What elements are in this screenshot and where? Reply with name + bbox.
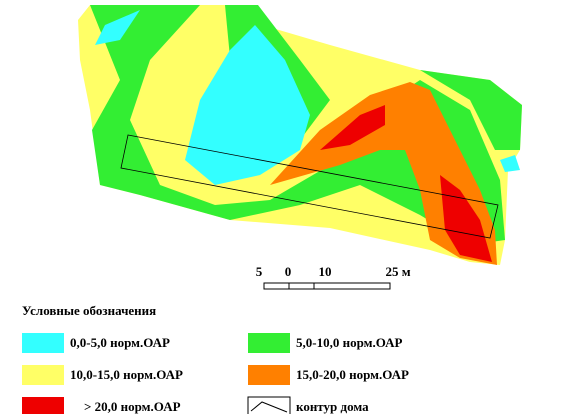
- legend-swatch: [247, 396, 291, 418]
- legend-swatch: [22, 397, 64, 417]
- scale-label: 0: [285, 264, 292, 279]
- scale-label: 5: [256, 264, 263, 279]
- zone-green-3: [420, 70, 522, 150]
- legend-swatch: [22, 333, 64, 353]
- legend-swatch: [22, 365, 64, 385]
- scale-label: 10: [319, 264, 332, 279]
- house-contour: [120, 134, 499, 239]
- legend-label: 5,0-10,0 норм.ОАР: [296, 335, 403, 350]
- zone-cyan: [185, 25, 310, 185]
- legend-label: 15,0-20,0 норм.ОАР: [296, 367, 409, 382]
- zone-orange: [270, 82, 497, 265]
- legend-label: контур дома: [296, 399, 369, 414]
- legend-swatch: [248, 333, 290, 353]
- zone-cyan-2: [95, 10, 140, 45]
- zone-green: [90, 5, 505, 245]
- map-area: [78, 5, 522, 265]
- scale-label: 25 м: [385, 264, 410, 279]
- legend-label: > 20,0 норм.ОАР: [84, 399, 181, 414]
- zone-cyan-3: [500, 155, 520, 172]
- scale-bar-box: [263, 282, 391, 290]
- legend-title: Условные обозначения: [22, 303, 156, 318]
- legend-label: 0,0-5,0 норм.ОАР: [70, 335, 170, 350]
- legend-label: 10,0-15,0 норм.ОАР: [70, 367, 183, 382]
- legend: 0,0-5,0 норм.ОАР 5,0-10,0 норм.ОАР 10,0-15…: [22, 333, 409, 418]
- legend-contour-icon: [250, 401, 288, 413]
- legend-swatch: [248, 365, 290, 385]
- scale-bar: [263, 282, 391, 290]
- zone-red: [320, 105, 385, 150]
